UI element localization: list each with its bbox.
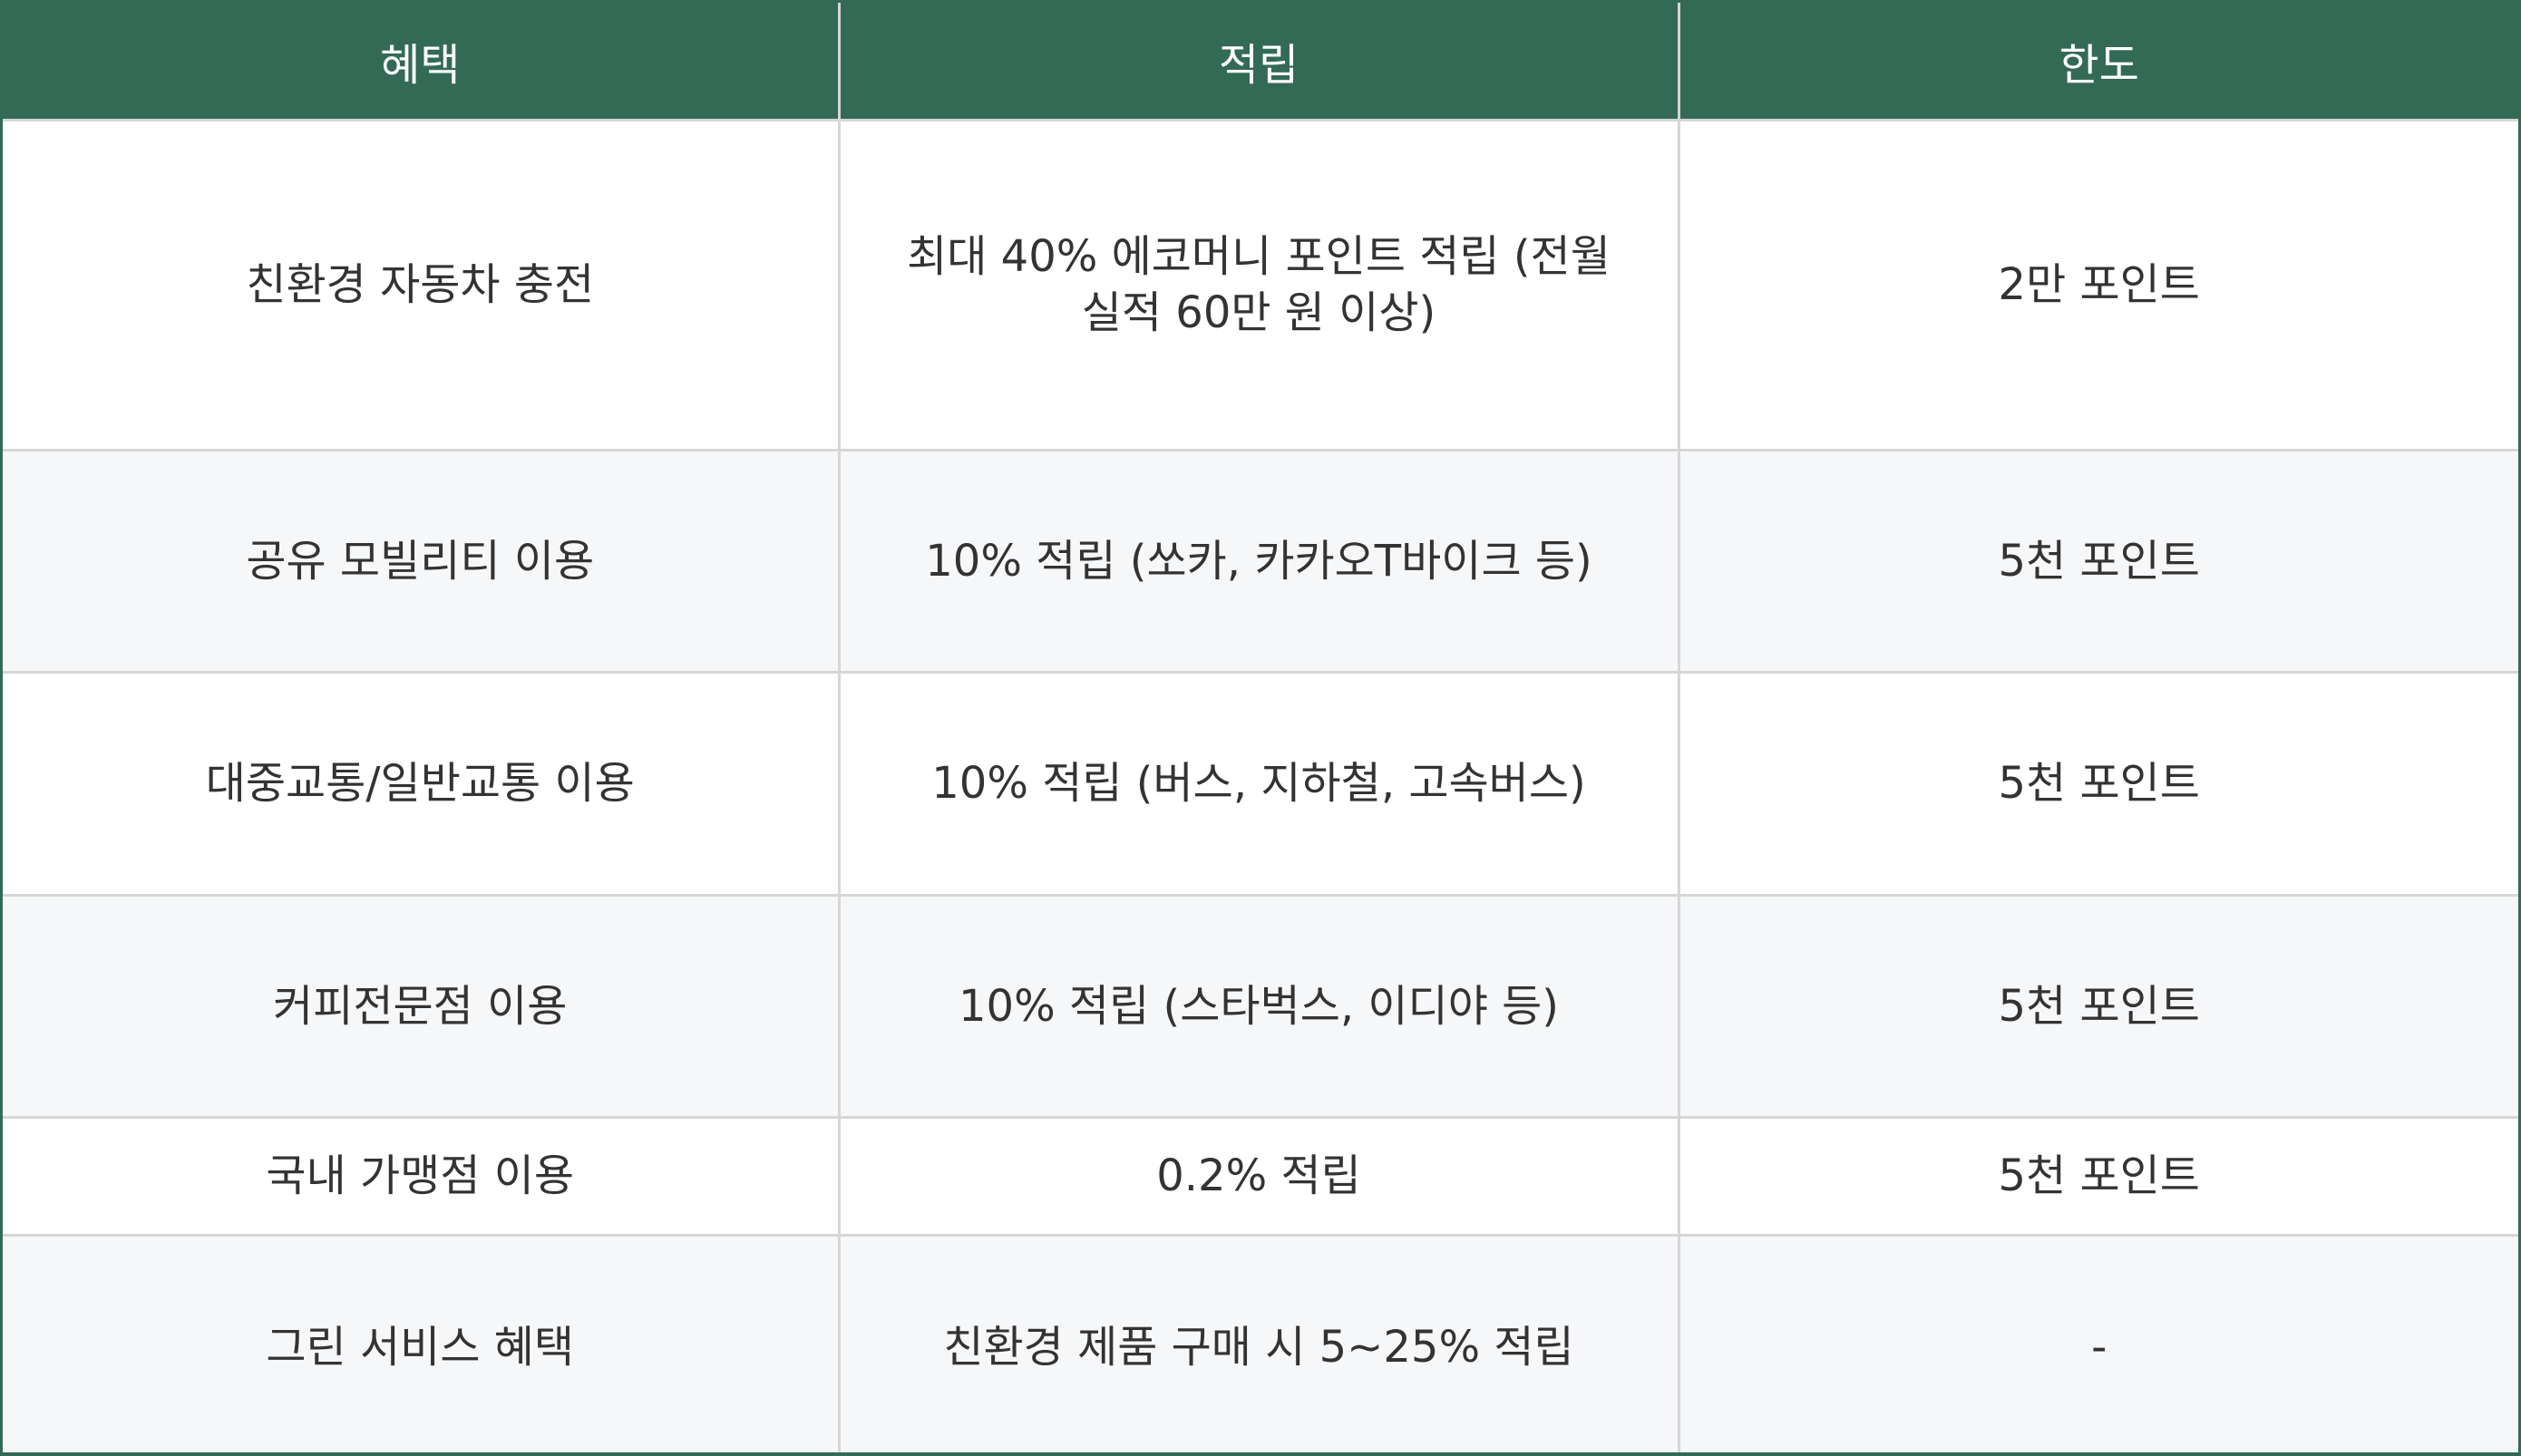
benefit-cell: 대중교통/일반교통 이용 [3,670,841,895]
limit-cell: - [1679,1233,2518,1452]
reward-cell: 0.2% 적립 [839,1115,1680,1235]
column-header-benefit: 혜택 [3,3,841,120]
benefit-cell: 친환경 자동차 충전 [3,118,841,450]
reward-cell: 최대 40% 에코머니 포인트 적립 (전월 실적 60만 원 이상) [839,118,1680,450]
table-header: 혜택 적립 한도 [3,3,2518,120]
reward-cell: 10% 적립 (버스, 지하철, 고속버스) [839,670,1680,895]
reward-cell: 10% 적립 (쏘카, 카카오T바이크 등) [839,448,1680,672]
limit-cell: 5천 포인트 [1679,670,2518,895]
table-row: 대중교통/일반교통 이용 10% 적립 (버스, 지하철, 고속버스) 5천 포… [3,670,2518,895]
reward-cell: 친환경 제품 구매 시 5~25% 적립 [839,1233,1680,1452]
benefit-cell: 그린 서비스 혜택 [3,1233,841,1452]
table-body: 친환경 자동차 충전 최대 40% 에코머니 포인트 적립 (전월 실적 60만… [3,118,2518,1452]
benefit-cell: 국내 가맹점 이용 [3,1115,841,1235]
column-header-limit: 한도 [1679,3,2518,120]
header-row: 혜택 적립 한도 [3,3,2518,120]
limit-cell: 5천 포인트 [1679,448,2518,672]
table-row: 공유 모빌리티 이용 10% 적립 (쏘카, 카카오T바이크 등) 5천 포인트 [3,448,2518,672]
table-row: 친환경 자동차 충전 최대 40% 에코머니 포인트 적립 (전월 실적 60만… [3,118,2518,450]
column-header-reward: 적립 [839,3,1680,120]
limit-cell: 5천 포인트 [1679,1115,2518,1235]
benefits-table: 혜택 적립 한도 친환경 자동차 충전 최대 40% 에코머니 포인트 적립 (… [3,3,2518,1452]
table-row: 국내 가맹점 이용 0.2% 적립 5천 포인트 [3,1115,2518,1235]
benefit-cell: 커피전문점 이용 [3,893,841,1117]
table-row: 그린 서비스 혜택 친환경 제품 구매 시 5~25% 적립 - [3,1233,2518,1452]
benefit-cell: 공유 모빌리티 이용 [3,448,841,672]
reward-cell: 10% 적립 (스타벅스, 이디야 등) [839,893,1680,1117]
table-row: 커피전문점 이용 10% 적립 (스타벅스, 이디야 등) 5천 포인트 [3,893,2518,1117]
limit-cell: 2만 포인트 [1679,118,2518,450]
limit-cell: 5천 포인트 [1679,893,2518,1117]
